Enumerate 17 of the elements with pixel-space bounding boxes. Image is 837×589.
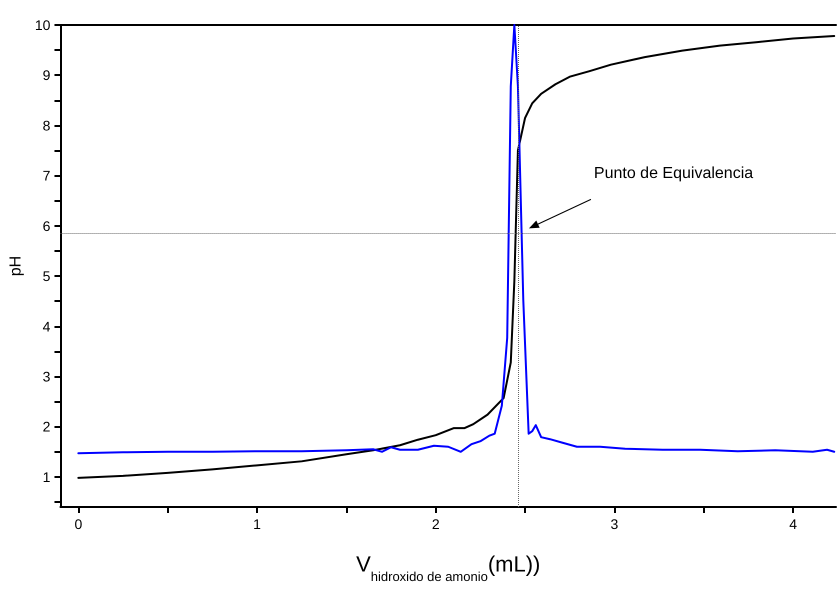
x-tick-label: 3: [610, 516, 619, 532]
y-tick-label: 6: [42, 218, 51, 234]
y-tick-label: 5: [42, 268, 51, 284]
y-tick-label: 7: [42, 168, 51, 184]
x-tick-label: 0: [74, 516, 82, 532]
y-tick-label: 9: [42, 67, 51, 84]
x-tick-label: 1: [253, 516, 262, 532]
annotation: Punto de Equivalencia: [594, 164, 754, 182]
y-axis-title: pH: [8, 256, 24, 276]
y-tick-label: 4: [42, 318, 51, 334]
y-tick-label: 10: [34, 17, 51, 33]
y-tick-label: 1: [42, 468, 51, 485]
x-tick-label: 4: [789, 516, 798, 532]
y-tick-label: 2: [42, 418, 51, 435]
y-tick-label: 3: [42, 368, 51, 384]
x-tick-label: 2: [432, 516, 440, 532]
y-tick-label: 8: [42, 117, 51, 134]
